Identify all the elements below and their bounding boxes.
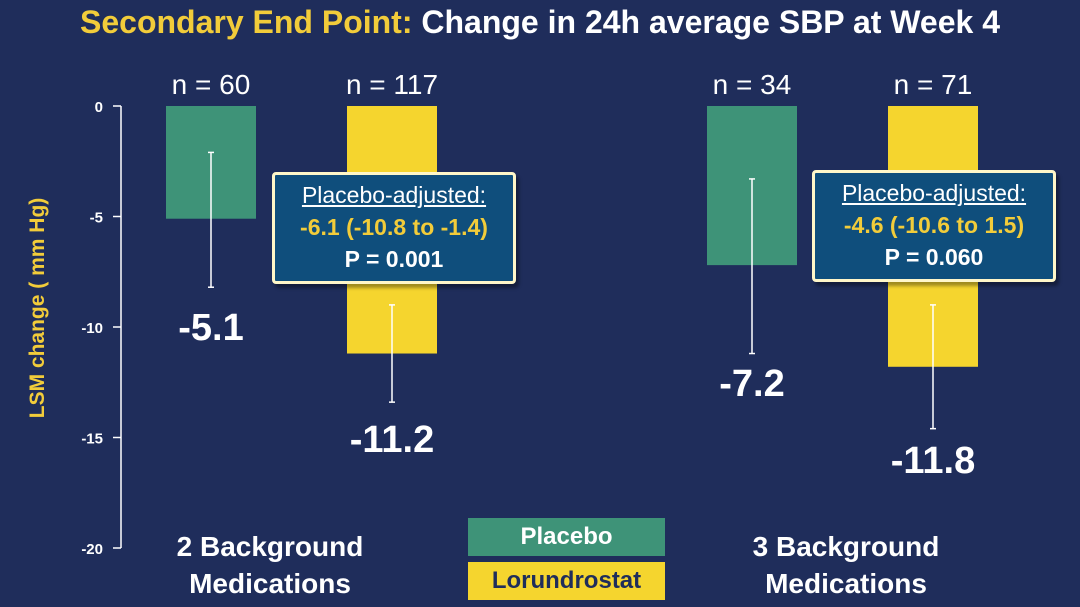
y-axis-title: LSM change ( mm Hg) xyxy=(26,198,49,419)
y-tick-label: -10 xyxy=(81,320,103,337)
placebo-adjusted-callout-2-meds: Placebo-adjusted: -6.1 (-10.8 to -1.4) P… xyxy=(272,172,516,284)
category-label: 3 Background xyxy=(753,531,940,562)
y-axis: 0 -5 -10 -15 -20 LSM change ( mm Hg) xyxy=(26,99,122,558)
chart-title: Secondary End Point: Change in 24h avera… xyxy=(0,4,1080,41)
category-label: Medications xyxy=(765,568,927,599)
title-rest: Change in 24h average SBP at Week 4 xyxy=(421,4,1000,40)
callout-heading: Placebo-adjusted: xyxy=(841,180,1027,206)
callout-p-value: P = 0.060 xyxy=(884,244,984,270)
y-tick-label: -20 xyxy=(81,541,103,558)
sample-size-label: n = 117 xyxy=(346,69,438,100)
y-tick-label: -15 xyxy=(81,431,103,448)
y-tick-label: 0 xyxy=(95,99,103,116)
callout-heading: Placebo-adjusted: xyxy=(301,182,487,208)
y-tick-label: -5 xyxy=(90,210,103,227)
callout-p-value: P = 0.001 xyxy=(344,246,444,272)
value-label: -11.8 xyxy=(891,440,976,482)
legend-lorundrostat: Lorundrostat xyxy=(468,562,665,600)
placebo-adjusted-callout-3-meds: Placebo-adjusted: -4.6 (-10.6 to 1.5) P … xyxy=(812,170,1056,282)
sample-size-label: n = 34 xyxy=(713,69,792,100)
title-lead: Secondary End Point: xyxy=(80,4,413,40)
value-label: -5.1 xyxy=(178,307,243,349)
callout-difference: -6.1 (-10.8 to -1.4) xyxy=(300,214,488,240)
category-label: Medications xyxy=(189,568,351,599)
legend-placebo: Placebo xyxy=(468,518,665,556)
callout-difference: -4.6 (-10.6 to 1.5) xyxy=(843,212,1025,238)
sample-size-label: n = 71 xyxy=(894,69,973,100)
labels: n = 60 -5.1 n = 34 -7.2 n = 117 -11.2 n = 71 -1… xyxy=(172,69,976,599)
sample-size-label: n = 60 xyxy=(172,69,251,100)
value-label: -7.2 xyxy=(719,363,784,405)
category-label: 2 Background xyxy=(177,531,364,562)
value-label: -11.2 xyxy=(350,419,435,461)
